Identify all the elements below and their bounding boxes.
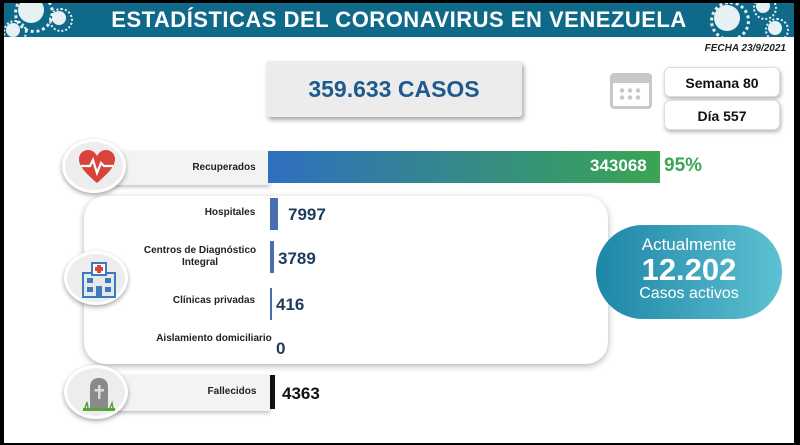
active-cases-title: Actualmente [641, 235, 737, 254]
deceased-label: Fallecidos [207, 386, 257, 397]
active-cases-badge: Actualmente 12.202 Casos activos [596, 225, 782, 319]
total-cases: 359.633 CASOS [266, 61, 522, 117]
calendar-icon [610, 73, 652, 109]
tombstone-icon [64, 365, 128, 419]
recovered-value: 343068 [590, 156, 647, 175]
private-clinics-bar [270, 288, 272, 320]
home-isolation-value: 0 [276, 339, 286, 358]
hospitals-value: 7997 [288, 205, 326, 224]
virus-icon [14, 3, 54, 33]
recovered-percent: 95% [664, 155, 703, 176]
deceased-value: 4363 [282, 384, 320, 403]
day-badge: Día 557 [664, 100, 780, 130]
hospitals-label: Hospitales [204, 207, 256, 218]
heart-pulse-icon [62, 139, 126, 193]
home-isolation-label: Aislamiento domiciliario [156, 333, 272, 344]
virus-icon [753, 3, 777, 20]
report-date: FECHA 23/9/2021 [704, 43, 786, 54]
virus-icon [4, 20, 27, 44]
virus-icon [49, 8, 73, 32]
week-badge: Semana 80 [664, 67, 780, 97]
header-banner: ESTADÍSTICAS DEL CORONAVIRUS EN VENEZUEL… [4, 3, 794, 44]
infographic: ESTADÍSTICAS DEL CORONAVIRUS EN VENEZUEL… [4, 3, 794, 443]
virus-icon [710, 3, 750, 41]
page-title: ESTADÍSTICAS DEL CORONAVIRUS EN VENEZUEL… [111, 7, 687, 32]
hospitalization-panel [84, 196, 608, 364]
hospitals-bar [270, 198, 278, 230]
recovered-label: Recuperados [192, 162, 256, 173]
cdi-label: Centros de Diagnóstico Integral [143, 245, 257, 268]
private-clinics-value: 416 [276, 295, 305, 314]
active-cases-value: 12.202 [641, 252, 737, 287]
deceased-bar [270, 375, 275, 409]
virus-icon [765, 18, 789, 42]
cdi-value: 3789 [278, 249, 316, 268]
private-clinics-label: Clínicas privadas [172, 295, 256, 306]
cdi-bar [270, 241, 274, 273]
hospital-icon [64, 251, 128, 305]
active-cases-subtitle: Casos activos [639, 285, 739, 302]
recovered-bar [268, 151, 660, 183]
